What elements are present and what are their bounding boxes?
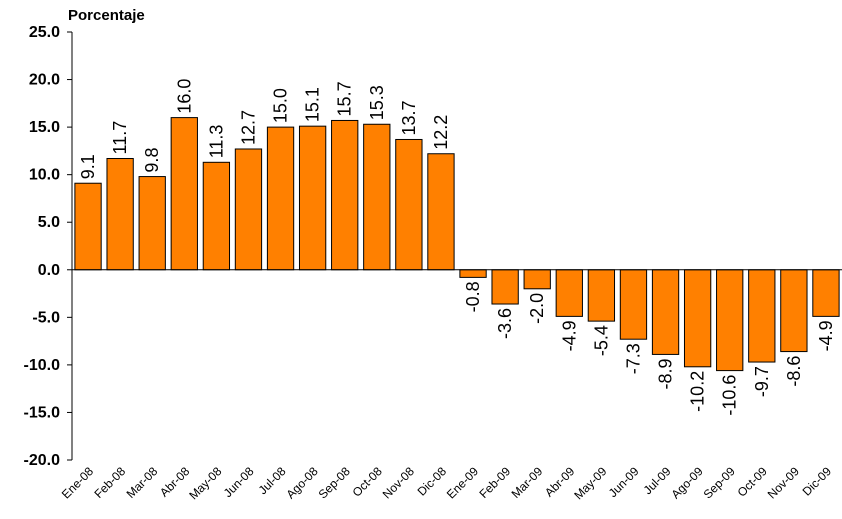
x-tick-label: Ago-09	[668, 464, 705, 501]
data-label: 13.7	[399, 100, 419, 135]
x-tick-label: Ene-09	[444, 464, 481, 501]
y-tick-label: -10.0	[24, 357, 61, 374]
x-tick-label: Nov-08	[380, 464, 417, 501]
bar	[363, 123, 391, 271]
bar	[651, 269, 680, 355]
x-tick-label: Ene-08	[59, 464, 96, 501]
data-label: 15.3	[367, 85, 387, 120]
x-tick-label: Oct-09	[735, 464, 771, 500]
bar	[683, 269, 712, 368]
y-tick-label: 10.0	[29, 167, 60, 184]
x-tick-label: Feb-08	[91, 464, 128, 501]
data-label: -0.8	[463, 281, 483, 312]
y-tick-label: 25.0	[29, 24, 60, 41]
data-label: -8.9	[656, 358, 676, 389]
data-label: -4.9	[559, 320, 579, 351]
data-label: 12.7	[238, 110, 258, 145]
x-tick-label: Nov-09	[765, 464, 802, 501]
bar	[491, 269, 519, 305]
data-label: 15.1	[303, 87, 323, 122]
bar	[331, 119, 359, 271]
y-tick-label: -5.0	[32, 309, 60, 326]
x-tick-label: Mar-08	[124, 464, 161, 501]
data-label: -5.4	[591, 325, 611, 356]
bar	[170, 117, 198, 271]
x-tick-label: May-08	[186, 464, 224, 502]
bar	[555, 269, 583, 317]
x-tick-label: Sep-09	[701, 464, 738, 501]
data-label: 12.2	[431, 115, 451, 150]
bar	[74, 182, 102, 271]
data-label: -7.3	[623, 343, 643, 374]
y-tick-label: -20.0	[24, 452, 61, 469]
bar	[619, 269, 648, 340]
bar	[106, 157, 134, 271]
data-label: 9.8	[142, 148, 162, 173]
bar	[587, 269, 616, 322]
data-label: -8.6	[784, 356, 804, 387]
bar	[523, 269, 551, 290]
data-label: 11.3	[206, 125, 226, 159]
y-axis-ticks: 25.0 20.0 15.0 10.0 5.0 0.0 -5.0 -10.0 -15.0 -20.…	[24, 24, 72, 469]
data-label: 9.1	[78, 154, 98, 179]
bars	[74, 117, 840, 372]
data-label: 15.7	[335, 81, 355, 116]
bar	[780, 269, 808, 353]
x-tick-label: Oct-08	[350, 464, 386, 500]
y-axis-label: Porcentaje	[68, 7, 145, 24]
y-tick-label: 15.0	[29, 119, 60, 136]
x-tick-label: Dic-08	[415, 464, 450, 499]
y-tick-label: 0.0	[38, 262, 60, 279]
x-tick-label: Ago-08	[283, 464, 320, 501]
data-label: -10.2	[688, 371, 708, 412]
bar	[234, 148, 263, 271]
bar	[716, 269, 744, 372]
x-tick-label: May-09	[571, 464, 609, 502]
bar	[395, 138, 423, 271]
x-tick-label: Dic-09	[800, 464, 835, 499]
y-tick-label: 20.0	[29, 72, 60, 89]
x-tick-label: Sep-08	[316, 464, 353, 501]
data-label: -2.0	[527, 293, 547, 324]
bar	[812, 269, 840, 317]
data-label: -10.6	[720, 375, 740, 416]
x-tick-label: Jun-09	[606, 464, 642, 500]
x-tick-label: Mar-09	[509, 464, 546, 501]
data-label: 15.0	[271, 88, 291, 123]
data-label: -9.7	[752, 366, 772, 397]
bar	[459, 269, 487, 278]
bar	[298, 125, 327, 271]
bar	[427, 153, 455, 271]
bar	[748, 269, 776, 363]
data-labels: 9.1 11.7 9.8 16.0 11.3 12.7 15.0 15.1 15.7 15.3 13…	[78, 79, 836, 416]
x-tick-label: Jun-08	[221, 464, 257, 500]
bar	[266, 126, 295, 271]
data-label: -3.6	[495, 308, 515, 339]
data-label: -4.9	[816, 320, 836, 351]
y-tick-label: -15.0	[24, 404, 61, 421]
x-tick-label: Feb-09	[476, 464, 513, 501]
data-label: 11.7	[110, 121, 130, 155]
y-tick-label: 5.0	[38, 214, 60, 231]
data-label: 16.0	[174, 79, 194, 114]
bar	[202, 161, 231, 271]
bar	[138, 176, 166, 271]
